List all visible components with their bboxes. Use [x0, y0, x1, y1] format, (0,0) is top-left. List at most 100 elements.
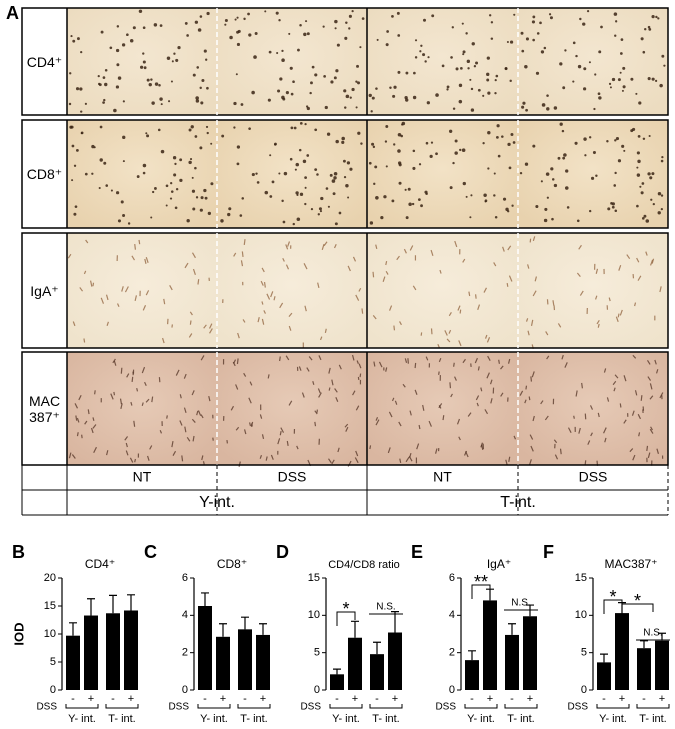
stain [420, 44, 423, 47]
stain [438, 357, 442, 363]
stain [637, 275, 642, 281]
stain [265, 456, 268, 461]
stain [597, 323, 600, 328]
stain [527, 330, 530, 336]
stain [113, 108, 117, 113]
stain [524, 399, 527, 404]
chart-title: CD4⁺ [85, 557, 115, 571]
stain [270, 291, 274, 298]
stain [352, 256, 357, 262]
group-bracket [504, 704, 538, 709]
stain [145, 132, 148, 135]
stain [361, 308, 364, 314]
stain [474, 357, 478, 364]
stain [438, 371, 440, 375]
stain [418, 424, 421, 430]
stain [648, 134, 651, 138]
stain [422, 18, 427, 22]
bar [655, 640, 669, 690]
stain [160, 149, 165, 154]
x-tick-label: - [203, 693, 207, 705]
stain [564, 49, 567, 52]
micrograph [67, 233, 217, 348]
stain [209, 328, 213, 334]
stain [441, 64, 445, 68]
stain [525, 385, 528, 390]
group-label: T- int. [507, 713, 535, 725]
stain [122, 100, 125, 103]
stain [127, 222, 131, 225]
stain [595, 295, 598, 300]
stain [520, 31, 524, 35]
x-tick-label: + [619, 693, 625, 705]
stain [183, 407, 187, 413]
stain [352, 390, 356, 396]
stain [184, 426, 187, 433]
stain [145, 256, 149, 264]
stain [458, 83, 463, 88]
stain [334, 19, 338, 24]
stain [206, 131, 209, 135]
stain [138, 239, 141, 245]
stain [540, 50, 545, 54]
stain [567, 427, 572, 434]
stain [576, 272, 581, 277]
x-tick-label: + [527, 693, 533, 705]
stain [329, 173, 333, 177]
stain [654, 79, 658, 82]
stain [171, 60, 174, 63]
stain [657, 191, 662, 196]
stain [414, 56, 418, 59]
factor-label: DSS [168, 702, 189, 713]
stain [651, 258, 655, 264]
stain [106, 450, 109, 456]
stain [292, 222, 295, 226]
stain [278, 172, 281, 175]
stain [640, 395, 643, 401]
stain [133, 420, 136, 427]
stain [264, 190, 269, 195]
stain [351, 10, 354, 13]
stain [459, 148, 462, 152]
stain [248, 33, 252, 37]
stain [173, 173, 177, 177]
stain [140, 65, 144, 69]
stain [335, 397, 339, 402]
stain [532, 15, 536, 19]
stain [76, 432, 79, 437]
stain [355, 450, 359, 457]
stain [636, 257, 640, 263]
stain [117, 76, 122, 80]
stain [203, 188, 207, 193]
stain [651, 14, 655, 19]
stain [405, 98, 409, 102]
stain [494, 79, 497, 82]
stain [285, 355, 290, 361]
stain [143, 66, 147, 70]
stain [197, 279, 200, 285]
stain [203, 324, 207, 329]
x-tick-label: + [88, 693, 94, 705]
stain [83, 338, 86, 343]
error-bar [69, 622, 77, 636]
error-bar [391, 611, 399, 633]
stain [75, 87, 80, 91]
stain [83, 270, 87, 275]
stain [522, 101, 526, 105]
stain [299, 24, 302, 27]
stain [521, 105, 525, 109]
stain [191, 176, 194, 179]
stain [236, 30, 240, 34]
stain [619, 309, 623, 316]
stain [199, 146, 203, 150]
stain [642, 137, 646, 141]
stain [451, 26, 454, 29]
group-bracket [369, 704, 403, 709]
stain [375, 419, 380, 426]
y-tick-label: 20 [44, 572, 56, 584]
stain [638, 432, 641, 437]
y-tick-label: 15 [44, 600, 56, 612]
row-label: MAC 387⁺ [28, 392, 61, 425]
stain [630, 77, 634, 81]
x-tick-label: - [243, 693, 247, 705]
